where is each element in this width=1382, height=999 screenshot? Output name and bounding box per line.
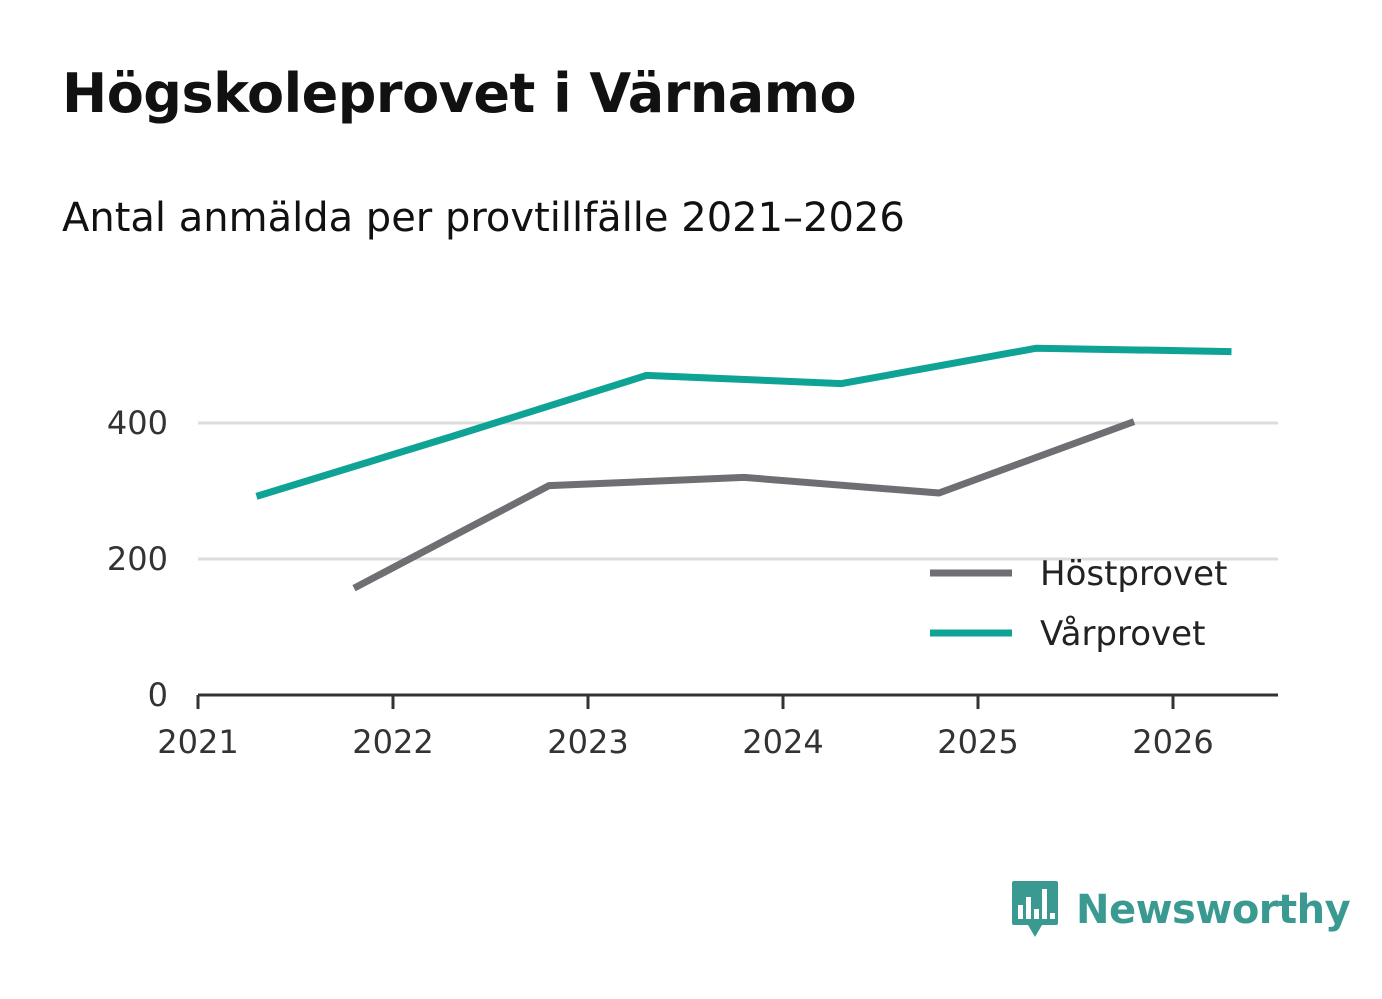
x-tick-label-2022: 2022 bbox=[352, 723, 433, 761]
x-tick-label-2025: 2025 bbox=[937, 723, 1018, 761]
series-line-hostprovet bbox=[352, 418, 1136, 592]
newsworthy-brand: Newsworthy bbox=[1010, 878, 1351, 942]
y-tick-label-200: 200 bbox=[107, 540, 168, 578]
gridlines bbox=[198, 421, 1278, 561]
x-tick-label-2021: 2021 bbox=[157, 723, 238, 761]
x-tick-label-2026: 2026 bbox=[1132, 723, 1213, 761]
tick-labels: 0 200 400 2021 2022 2023 2024 2025 2026 bbox=[107, 404, 1214, 761]
chart-subtitle: Antal anmälda per provtillfälle 2021–202… bbox=[62, 195, 905, 241]
series-line-varprovet bbox=[255, 344, 1232, 500]
series-lines bbox=[255, 344, 1232, 592]
legend-label-hostprovet: Höstprovet bbox=[1040, 554, 1227, 594]
x-axis bbox=[196, 693, 1278, 709]
x-tick-label-2024: 2024 bbox=[742, 723, 823, 761]
y-tick-label-400: 400 bbox=[107, 404, 168, 442]
legend: Höstprovet Vårprovet bbox=[930, 554, 1227, 654]
chart-title: Högskoleprovet i Värnamo bbox=[62, 62, 857, 125]
legend-label-varprovet: Vårprovet bbox=[1040, 614, 1205, 654]
y-tick-label-0: 0 bbox=[148, 676, 168, 714]
newsworthy-logo-icon bbox=[1012, 881, 1058, 937]
x-tick-label-2023: 2023 bbox=[547, 723, 628, 761]
brand-name: Newsworthy bbox=[1076, 887, 1351, 933]
